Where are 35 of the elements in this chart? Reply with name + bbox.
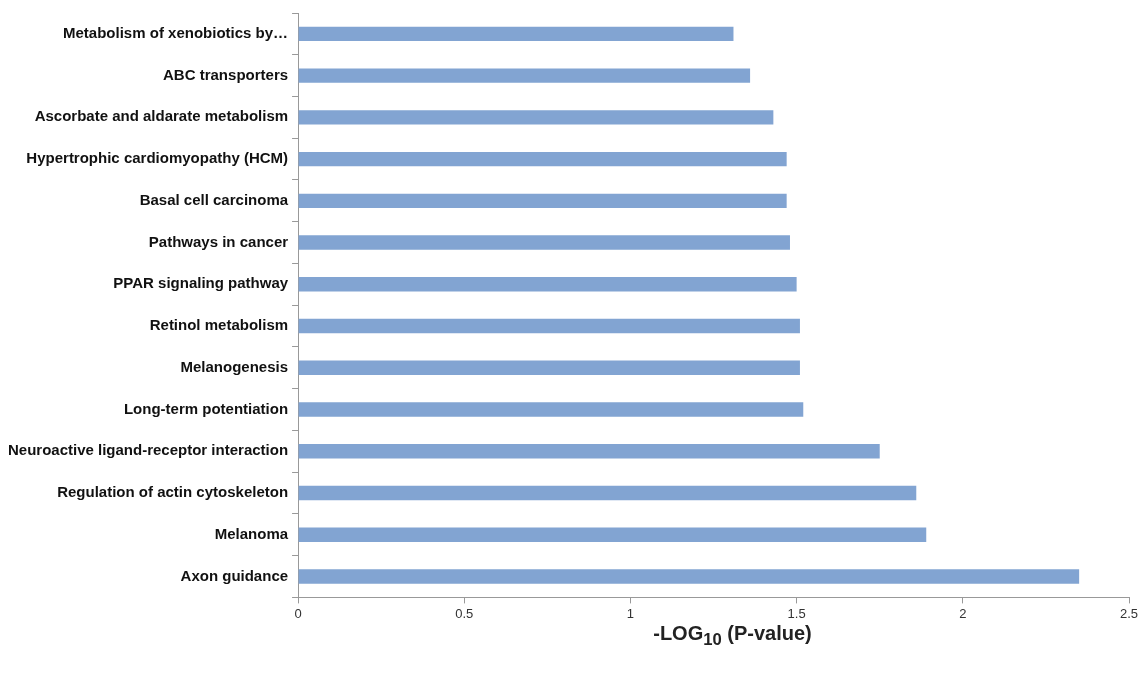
y-tick-label: Neuroactive ligand-receptor interaction [7, 441, 289, 459]
bar [298, 402, 804, 417]
y-tick-label: Metabolism of xenobiotics by… [63, 24, 289, 42]
y-tick-label: PPAR signaling pathway [113, 274, 289, 292]
bar [298, 444, 880, 459]
x-tick-label: 1 [626, 605, 635, 621]
y-tick-label: Axon guidance [180, 566, 289, 584]
bar [298, 68, 751, 83]
bar [298, 110, 774, 125]
y-tick-label: Ascorbate and aldarate metabolism [34, 107, 289, 125]
x-tick-label: 0.5 [455, 605, 474, 621]
bar [298, 318, 800, 334]
bar [298, 527, 927, 542]
y-tick-label: Long-term potentiation [123, 399, 289, 417]
y-tick-label: Regulation of actin cytoskeleton [57, 483, 289, 501]
x-tick-label: 1.5 [787, 605, 806, 621]
y-tick-label: Hypertrophic cardiomyopathy (HCM) [26, 149, 289, 167]
bar [298, 360, 800, 376]
x-tick-label: 2.5 [1119, 605, 1139, 621]
y-tick-label: Melanoma [214, 524, 289, 542]
x-tick-label: 2 [959, 605, 967, 621]
bar [298, 485, 917, 501]
bar [298, 193, 787, 209]
bar [298, 151, 787, 167]
bar [298, 277, 797, 292]
x-tick-label: 0 [294, 605, 302, 621]
bar [298, 26, 734, 42]
y-tick-label: Retinol metabolism [149, 316, 289, 334]
y-tick-label: Pathways in cancer [148, 232, 289, 250]
x-axis-title: -LOG$_{10}$ (P-value) [652, 622, 813, 650]
y-tick-label: Basal cell carcinoma [139, 190, 289, 208]
bar [298, 235, 790, 250]
y-tick-label: ABC transporters [163, 65, 289, 83]
bar [298, 569, 1080, 584]
y-tick-label: Melanogenesis [180, 357, 289, 375]
